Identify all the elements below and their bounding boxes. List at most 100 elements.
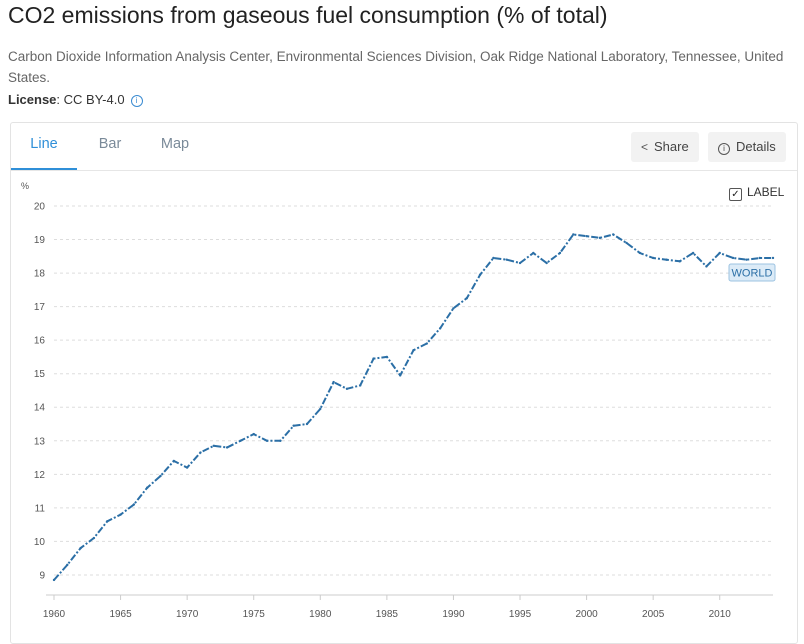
license-label: License bbox=[8, 92, 57, 107]
data-point bbox=[612, 233, 615, 236]
series-line-world bbox=[53, 233, 773, 581]
chart-tabs: Line Bar Map < Share i Details bbox=[11, 123, 797, 171]
data-point bbox=[332, 380, 335, 384]
data-point bbox=[385, 355, 389, 359]
y-tick-label: 11 bbox=[35, 503, 46, 514]
data-point bbox=[465, 297, 468, 300]
data-point bbox=[292, 424, 295, 427]
x-tick-label: 1980 bbox=[309, 609, 332, 620]
x-tick-label: 1985 bbox=[376, 609, 399, 620]
data-point bbox=[412, 349, 415, 352]
x-tick-label: 1995 bbox=[509, 609, 532, 620]
data-point bbox=[212, 444, 215, 448]
x-tick-label: 1960 bbox=[43, 609, 66, 620]
data-point bbox=[359, 384, 362, 387]
series-tag-box bbox=[728, 263, 776, 282]
data-point bbox=[518, 261, 522, 265]
data-point bbox=[745, 258, 748, 261]
info-icon[interactable]: i bbox=[130, 95, 143, 107]
x-tick-label: 1965 bbox=[109, 609, 132, 620]
data-point bbox=[239, 439, 242, 442]
info-icon: i bbox=[718, 143, 730, 155]
data-point bbox=[572, 233, 575, 236]
label-toggle[interactable]: ✓ LABEL bbox=[729, 185, 784, 201]
data-point bbox=[79, 546, 82, 550]
data-point bbox=[532, 251, 535, 255]
data-point bbox=[452, 307, 455, 310]
label-checkbox[interactable]: ✓ bbox=[729, 188, 742, 201]
data-point bbox=[398, 374, 402, 377]
details-label: Details bbox=[736, 139, 776, 154]
details-button[interactable]: i Details bbox=[708, 132, 786, 162]
data-point bbox=[66, 563, 69, 567]
share-label: Share bbox=[654, 139, 689, 154]
y-tick-label: 18 bbox=[34, 269, 46, 280]
y-tick-label: 13 bbox=[34, 436, 46, 447]
x-tick-label: 1975 bbox=[243, 609, 266, 620]
data-point bbox=[585, 234, 588, 238]
data-point bbox=[478, 273, 482, 276]
data-point bbox=[279, 439, 282, 442]
tab-map[interactable]: Map bbox=[160, 136, 190, 152]
y-tick-label: 19 bbox=[34, 235, 46, 246]
data-point bbox=[625, 241, 628, 245]
data-point bbox=[558, 251, 562, 255]
y-tick-label: 20 bbox=[34, 202, 46, 213]
line-chart: % 9 10 11 12 13 14 15 16 17 18 19 20 1960 1965 1970 1975… bbox=[21, 181, 776, 620]
data-point bbox=[505, 258, 508, 261]
data-point bbox=[372, 357, 375, 360]
license-value: : CC BY-4.0 bbox=[56, 92, 125, 107]
data-point bbox=[265, 439, 269, 442]
data-point bbox=[345, 387, 349, 390]
data-point bbox=[172, 459, 176, 463]
data-point bbox=[731, 256, 735, 260]
label-toggle-text: LABEL bbox=[747, 185, 785, 199]
y-tick-label: 12 bbox=[34, 470, 46, 481]
data-point bbox=[651, 256, 655, 260]
x-tick-label: 1990 bbox=[442, 609, 465, 620]
data-point bbox=[92, 536, 96, 540]
data-point bbox=[319, 407, 322, 411]
share-button[interactable]: < Share bbox=[631, 132, 699, 162]
chart-panel: Line Bar Map < Share i Details ✓ LABEL % 9 10… bbox=[10, 122, 798, 644]
data-point bbox=[252, 432, 255, 436]
data-point bbox=[132, 503, 136, 506]
series-tag-world: WORLD bbox=[732, 267, 773, 279]
data-point bbox=[425, 342, 429, 345]
tab-bar[interactable]: Bar bbox=[98, 136, 122, 152]
x-tick-label: 2005 bbox=[642, 609, 665, 620]
data-point bbox=[305, 422, 309, 426]
data-point bbox=[718, 251, 721, 255]
license-line: License: CC BY-4.0 i bbox=[8, 92, 143, 107]
data-point bbox=[225, 446, 229, 449]
data-point bbox=[691, 251, 695, 255]
tab-line[interactable]: Line bbox=[11, 123, 77, 170]
data-point bbox=[438, 327, 442, 330]
page-title: CO2 emissions from gaseous fuel consumpt… bbox=[8, 2, 608, 28]
source-text: Carbon Dioxide Information Analysis Cent… bbox=[8, 49, 784, 85]
y-tick-label: 16 bbox=[34, 336, 46, 347]
data-point bbox=[545, 261, 548, 265]
y-tick-label: 17 bbox=[34, 302, 46, 313]
data-point bbox=[771, 256, 775, 260]
y-tick-label: 10 bbox=[34, 537, 46, 548]
x-tick-label: 1970 bbox=[176, 609, 199, 620]
data-point bbox=[492, 256, 495, 260]
share-icon: < bbox=[641, 140, 649, 154]
x-tick-label: 2000 bbox=[575, 609, 598, 620]
y-tick-label: 14 bbox=[34, 403, 46, 414]
x-tick-label: 2010 bbox=[709, 609, 732, 620]
data-point bbox=[119, 513, 122, 516]
data-point bbox=[185, 466, 189, 469]
y-tick-label: 9 bbox=[39, 570, 45, 581]
data-point bbox=[598, 236, 602, 240]
y-axis-unit: % bbox=[21, 181, 29, 191]
data-point bbox=[665, 258, 668, 261]
data-point bbox=[52, 578, 56, 582]
y-tick-label: 15 bbox=[34, 369, 46, 380]
data-point bbox=[758, 256, 761, 260]
data-point bbox=[146, 486, 149, 489]
data-point bbox=[638, 251, 642, 255]
data-point bbox=[106, 520, 109, 523]
data-point bbox=[705, 265, 708, 268]
